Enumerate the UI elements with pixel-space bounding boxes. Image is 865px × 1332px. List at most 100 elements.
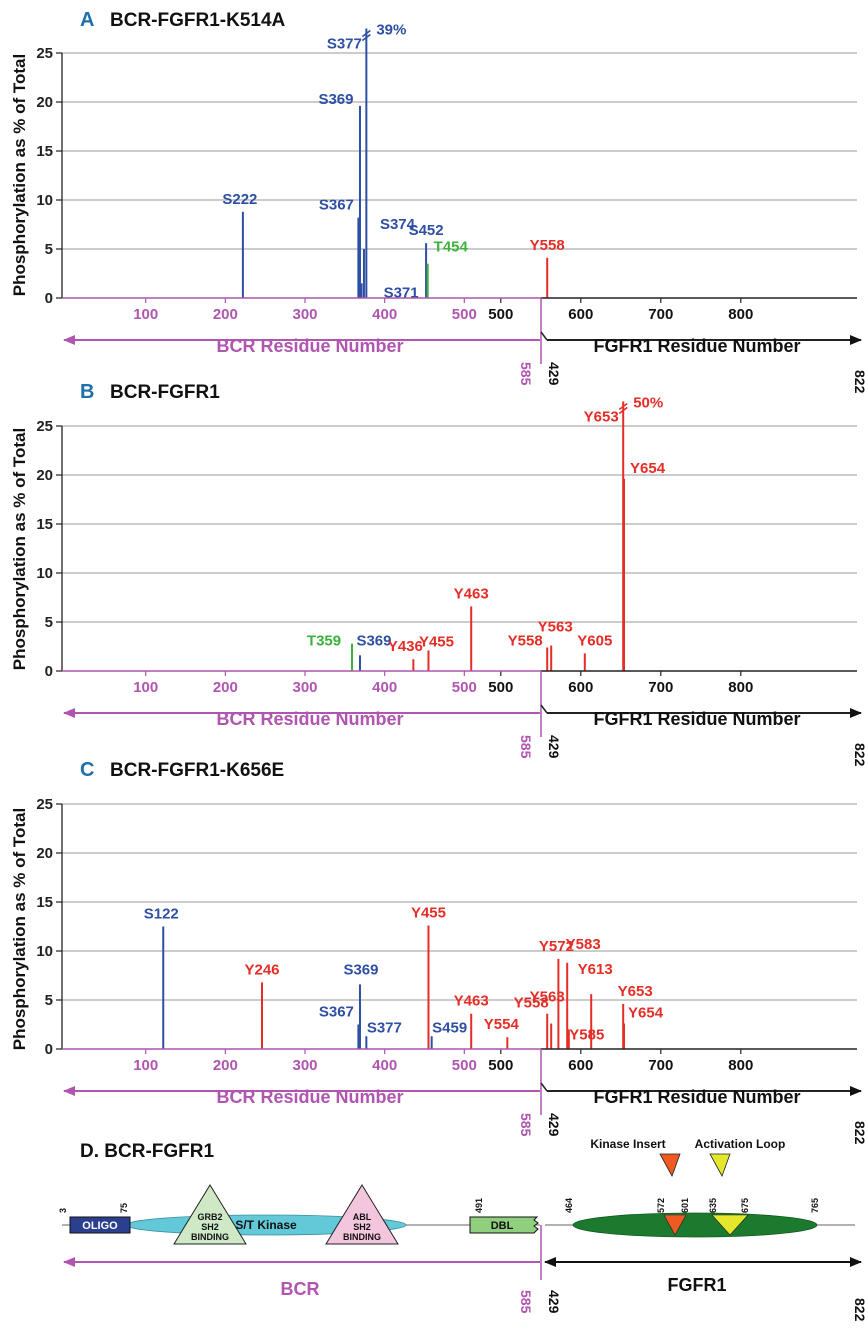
axes [61, 804, 862, 1115]
panel-title: BCR-FGFR1-K514A [110, 10, 286, 31]
abl-label: ABL [353, 1212, 372, 1222]
peak-note: 50% [633, 395, 663, 412]
bcr-axis-label: BCR Residue Number [216, 709, 403, 729]
x-tick-label: 800 [728, 1057, 753, 1074]
panel-a: A BCR-FGFR1-K514A Phosphorylation as % o… [10, 9, 865, 394]
kinase-insert-label: Kinase Insert [590, 1137, 665, 1151]
gridlines [62, 52, 857, 250]
grb2-label: GRB2 [197, 1212, 222, 1222]
oligo-domain [69, 1216, 131, 1234]
peak-label: Y558 [530, 237, 565, 254]
pos-label: 572 [656, 1198, 666, 1213]
peak-label: Y463 [454, 993, 489, 1010]
fgfr-end: 822 [852, 743, 865, 767]
activation-loop-pointer-icon [709, 1153, 731, 1177]
bcr-axis-label: BCR Residue Number [216, 336, 403, 356]
fgfr-end: 822 [852, 1298, 865, 1322]
fgfr1-kinase-domain [572, 1212, 818, 1238]
peak-label: Y455 [411, 905, 446, 922]
kinase-insert-marker-icon [663, 1214, 687, 1236]
breakpoint-tick [540, 331, 548, 341]
peak-label: Y653 [584, 409, 619, 426]
peak-label: S367 [319, 197, 354, 214]
peak-label: S377 [367, 1019, 402, 1036]
y-axis-label: Phosphorylation as % of Total [10, 808, 29, 1050]
x-tick-label: 400 [372, 1057, 397, 1074]
peak-label: S371 [384, 284, 419, 301]
peak-label: Y554 [484, 1016, 520, 1033]
x-ticks: 100 200 300 400 500 500 600 700 800 [133, 671, 753, 696]
peak-label: Y605 [577, 632, 612, 649]
breakpoint-fgfr: 429 [546, 1290, 562, 1314]
breakpoint-fgfr: 429 [546, 362, 562, 386]
peak-label: S452 [409, 222, 444, 239]
peak-label: Y583 [566, 936, 601, 953]
axes [61, 53, 862, 364]
panel-letter: B [80, 381, 94, 403]
x-tick-label: 800 [728, 306, 753, 323]
axis-break-icon [361, 29, 371, 42]
pos-label: 675 [740, 1198, 750, 1213]
x-tick-label: 500 [488, 306, 513, 323]
x-tick-label: 100 [133, 306, 158, 323]
peak-label: S369 [356, 632, 391, 649]
y-ticks: 0 5 10 15 20 25 [36, 45, 62, 307]
peak-label: S122 [144, 906, 179, 923]
x-tick-label: 300 [293, 306, 318, 323]
y-axis-label: Phosphorylation as % of Total [10, 54, 29, 296]
dbl-label: DBL [491, 1220, 514, 1232]
peak-label: Y563 [530, 989, 565, 1006]
breakpoint-tick [540, 1082, 548, 1092]
breakpoint-bcr: 585 [518, 1290, 534, 1314]
x-ticks: 100 200 300 400 500 500 600 700 800 [133, 1049, 753, 1074]
y-tick-label: 25 [36, 418, 53, 435]
peak-label: Y246 [244, 961, 279, 978]
x-tick-label: 500 [488, 679, 513, 696]
peaks: S122 Y246 S367 S369 S377 Y455 S459 Y554 Y463 Y558… [144, 905, 664, 1049]
y-tick-label: 5 [45, 241, 53, 258]
breakpoint-tick [540, 704, 548, 714]
abl-label: BINDING [343, 1232, 381, 1242]
x-tick-label: 200 [213, 1057, 238, 1074]
y-tick-label: 0 [45, 663, 53, 680]
x-tick-label: 100 [133, 679, 158, 696]
y-tick-label: 10 [36, 192, 53, 209]
x-tick-label: 500 [452, 306, 477, 323]
peak-label: S377 [327, 36, 362, 53]
peak-label: S222 [222, 191, 257, 208]
fgfr-end: 822 [852, 1121, 865, 1145]
y-axis-label: Phosphorylation as % of Total [10, 428, 29, 670]
x-tick-label: 200 [213, 306, 238, 323]
bcr-label: BCR [281, 1279, 320, 1299]
breakpoint-bcr: 585 [518, 362, 534, 386]
x-tick-label: 600 [568, 1057, 593, 1074]
x-tick-label: 700 [648, 1057, 673, 1074]
y-tick-label: 25 [36, 45, 53, 62]
st-kinase-label: S/T Kinase [235, 1218, 297, 1232]
grb2-binding-triangle [173, 1184, 247, 1245]
x-tick-label: 400 [372, 306, 397, 323]
y-tick-label: 0 [45, 290, 53, 307]
panel-letter: C [80, 759, 94, 781]
grb2-label: SH2 [201, 1222, 219, 1232]
peak-label: Y653 [618, 983, 653, 1000]
fgfr-end: 822 [852, 370, 865, 394]
y-tick-label: 10 [36, 943, 53, 960]
abl-label: SH2 [353, 1222, 371, 1232]
peak-label: Y585 [569, 1026, 604, 1043]
breakpoint-bcr: 585 [518, 1113, 534, 1137]
x-tick-label: 200 [213, 679, 238, 696]
x-tick-label: 800 [728, 679, 753, 696]
y-tick-label: 15 [36, 894, 53, 911]
x-tick-label: 300 [293, 679, 318, 696]
pos-label: 75 [119, 1203, 129, 1213]
y-tick-label: 5 [45, 614, 53, 631]
y-ticks: 0 5 10 15 20 25 [36, 418, 62, 680]
pos-label: 601 [680, 1198, 690, 1213]
activation-loop-label: Activation Loop [695, 1137, 786, 1151]
breakpoint-bcr: 585 [518, 735, 534, 759]
pos-label: 464 [564, 1198, 574, 1213]
peak-label: Y558 [508, 632, 543, 649]
